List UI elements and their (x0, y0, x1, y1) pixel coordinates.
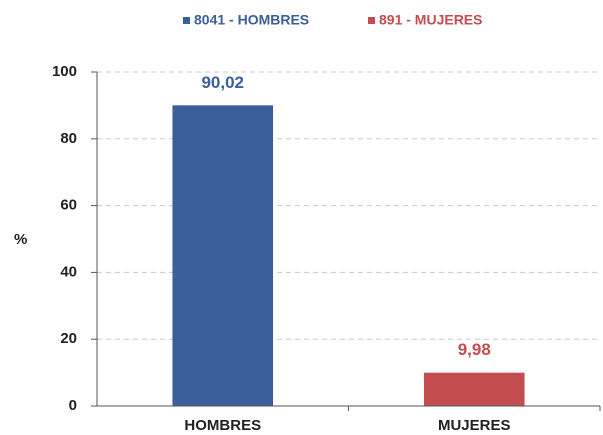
y-tick-label: 40 (60, 263, 77, 280)
legend-label: 8041 - HOMBRES (194, 12, 309, 28)
x-tick-label: MUJERES (438, 417, 511, 434)
value-label: 90,02 (201, 73, 244, 92)
x-tick-label: HOMBRES (184, 417, 261, 434)
y-tick-label: 0 (69, 397, 77, 414)
value-label: 9,98 (458, 340, 491, 359)
bar (423, 372, 525, 406)
legend-label: 891 - MUJERES (379, 12, 482, 28)
bar (172, 105, 274, 407)
y-tick-label: 60 (60, 197, 77, 214)
legend-swatch (368, 17, 375, 24)
y-tick-label: 100 (52, 63, 77, 80)
y-axis-label: % (14, 231, 27, 248)
y-tick-label: 20 (60, 330, 77, 347)
y-tick-label: 80 (60, 130, 77, 147)
legend-swatch (183, 17, 190, 24)
